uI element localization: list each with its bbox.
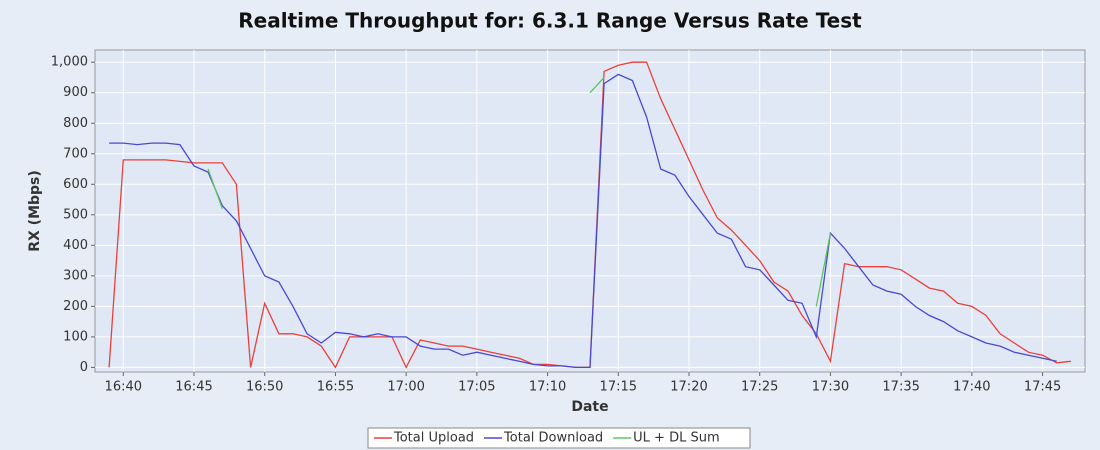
- y-tick-label: 800: [63, 116, 88, 131]
- legend-label: Total Download: [503, 431, 603, 446]
- x-axis-label: Date: [571, 399, 608, 415]
- legend-label: Total Upload: [393, 431, 474, 446]
- plot: [95, 50, 1085, 372]
- legend-items: Total Upload Total Download UL + DL Sum: [374, 431, 720, 446]
- y-tick-label: 900: [63, 85, 88, 100]
- x-tick-label: 16:50: [246, 380, 283, 395]
- y-tick-label: 500: [63, 207, 88, 222]
- y-tick-label: 200: [63, 299, 88, 314]
- x-tick-label: 17:00: [387, 380, 424, 395]
- x-tick-label: 17:45: [1024, 380, 1061, 395]
- y-tick-label: 400: [63, 238, 88, 253]
- x-tick-label: 16:55: [317, 380, 354, 395]
- legend: [367, 427, 751, 449]
- y-tick-label: 300: [63, 268, 88, 283]
- y-tick-label: 0: [80, 360, 88, 375]
- y-tick-label: 1,000: [51, 55, 88, 70]
- x-tick-label: 17:05: [458, 380, 495, 395]
- series-line: [109, 73, 1057, 369]
- y-tick-label: 100: [63, 329, 88, 344]
- legend-label: UL + DL Sum: [633, 431, 719, 446]
- x-tick-label: 16:40: [105, 380, 142, 395]
- y-tick-label: 700: [63, 146, 88, 161]
- x-tick-label: 17:35: [882, 380, 919, 395]
- y-tick-label: 600: [63, 177, 88, 192]
- plot-area: [94, 49, 1086, 373]
- x-tick-label: 17:25: [741, 380, 778, 395]
- x-tick-label: 17:40: [953, 380, 990, 395]
- x-tick-label: 17:15: [600, 380, 637, 395]
- x-tick-label: 17:20: [670, 380, 707, 395]
- x-tick-label: 16:45: [175, 380, 212, 395]
- x-tick-label: 17:30: [812, 380, 849, 395]
- chart-title: Realtime Throughput for: 6.3.1 Range Ver…: [238, 9, 862, 33]
- x-tick-label: 17:10: [529, 380, 566, 395]
- y-axis-label: RX (Mbps): [27, 170, 43, 252]
- series-line: [207, 77, 832, 307]
